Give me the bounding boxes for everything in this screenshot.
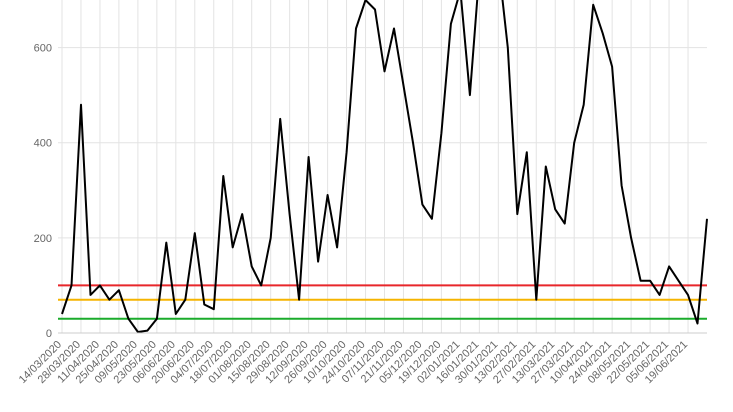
data-line: [61, 0, 708, 333]
y-tick-label: 400: [34, 138, 52, 150]
grid: [58, 0, 707, 334]
y-tick-label: 200: [34, 233, 52, 245]
y-tick-label: 0: [46, 328, 52, 340]
plot-area: [58, 0, 708, 333]
y-tick-label: 600: [34, 43, 52, 55]
